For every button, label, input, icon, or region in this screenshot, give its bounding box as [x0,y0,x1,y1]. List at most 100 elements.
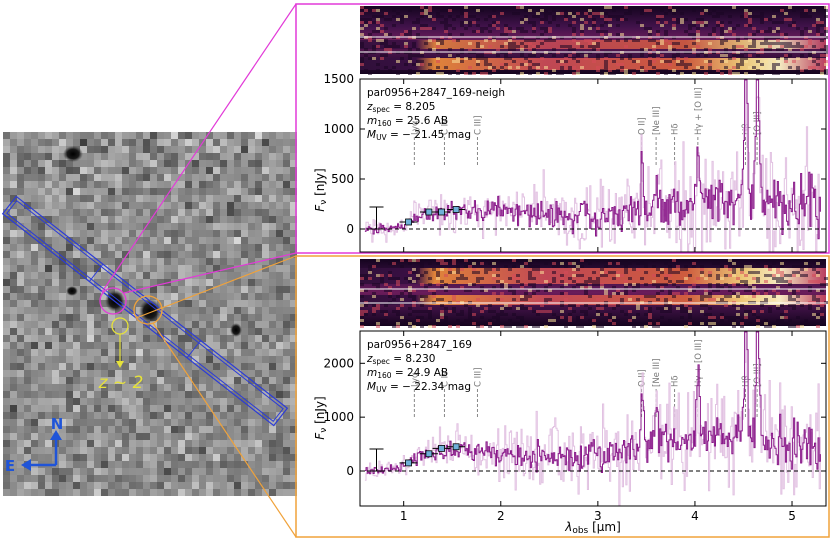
image-pixel [157,454,164,461]
spectrum-2d-pixel [624,313,628,316]
spectrum-2d-pixel [616,39,620,42]
image-pixel [150,405,157,412]
image-pixel [31,279,38,286]
spectrum-2d-pixel [460,259,464,262]
image-pixel [213,433,220,440]
image-pixel [73,216,80,223]
image-pixel [38,265,45,272]
image-pixel [66,419,73,426]
spectrum-2d-pixel [632,316,636,319]
image-pixel [143,160,150,167]
image-pixel [248,258,255,265]
image-pixel [3,272,10,279]
spectrum-2d-pixel [668,292,672,295]
spectrum-2d-pixel [428,289,432,292]
image-pixel [164,349,171,356]
spectrum-2d-pixel [684,268,688,271]
slit-divider [186,340,202,359]
image-pixel [66,195,73,202]
spectrum-2d-pixel [464,72,468,75]
image-pixel [248,293,255,300]
image-pixel [52,370,59,377]
image-pixel [255,237,262,244]
image-pixel [206,132,213,139]
image-pixel [241,391,248,398]
image-pixel [255,433,262,440]
spectrum-2d-pixel [760,30,764,33]
spectrum-2d-pixel [752,310,756,313]
image-pixel [143,377,150,384]
magenta-connector [123,252,297,294]
spectrum-2d-pixel [804,274,808,277]
image-pixel [234,391,241,398]
image-pixel [227,258,234,265]
spectrum-2d-pixel [544,72,548,75]
spectrum-2d-pixel [468,21,472,24]
image-pixel [269,139,276,146]
image-pixel [241,160,248,167]
image-pixel [269,482,276,489]
spectrum-2d-pixel [712,9,716,12]
spectrum-2d-pixel [532,24,536,27]
image-pixel [262,279,269,286]
image-pixel [3,440,10,447]
spectrum-2d-pixel [444,66,448,69]
image-pixel [122,314,129,321]
image-pixel [52,377,59,384]
spectrum-2d-pixel [484,57,488,60]
image-pixel [206,482,213,489]
spectrum-2d-pixel [372,21,376,24]
spectrum-2d-pixel [544,298,548,301]
image-pixel [101,384,108,391]
photometry-point [405,218,412,226]
image-pixel [129,363,136,370]
image-pixel [115,454,122,461]
spectrum-2d-pixel [532,292,536,295]
spectrum-2d-pixel [476,30,480,33]
spectrum-2d-pixel [816,63,820,66]
y-tick-label: 1000 [323,122,354,136]
spectrum-2d-pixel [648,63,652,66]
spectrum-2d-pixel [532,54,536,57]
image-pixel [87,307,94,314]
spectrum-2d-pixel [484,18,488,21]
spectrum-2d-pixel [772,15,776,18]
spectrum-2d-pixel [820,39,824,42]
image-pixel [101,426,108,433]
image-pixel [283,307,290,314]
image-pixel [276,461,283,468]
spectrum-2d-pixel [372,283,376,286]
spectrum-2d-pixel [572,33,576,36]
spectrum-2d-pixel [692,48,696,51]
image-pixel [115,349,122,356]
spectrum-2d-pixel [544,18,548,21]
image-pixel [234,461,241,468]
image-pixel [255,335,262,342]
spectrum-2d-pixel [784,280,788,283]
spectrum-2d-pixel [436,12,440,15]
spectrum-2d-pixel [716,283,720,286]
spectrum-2d-pixel [748,259,752,262]
image-pixel [227,230,234,237]
image-pixel [192,419,199,426]
spectrum-2d-pixel [616,289,620,292]
image-pixel [66,237,73,244]
image-pixel [276,258,283,265]
spectrum-2d-pixel [668,271,672,274]
spectrum-2d-pixel [528,69,532,72]
image-pixel [206,251,213,258]
image-pixel [52,293,59,300]
image-pixel [73,468,80,475]
image-pixel [52,342,59,349]
image-pixel [269,293,276,300]
x-axis-label: λobs [μm] [564,520,621,536]
spectrum-2d-pixel [640,325,644,328]
image-pixel [164,237,171,244]
spectrum-2d-pixel [780,48,784,51]
image-pixel [73,132,80,139]
image-pixel [3,146,10,153]
spectrum-2d-pixel [672,9,676,12]
image-pixel [276,370,283,377]
image-pixel [213,174,220,181]
spectrum-2d-pixel [640,295,644,298]
